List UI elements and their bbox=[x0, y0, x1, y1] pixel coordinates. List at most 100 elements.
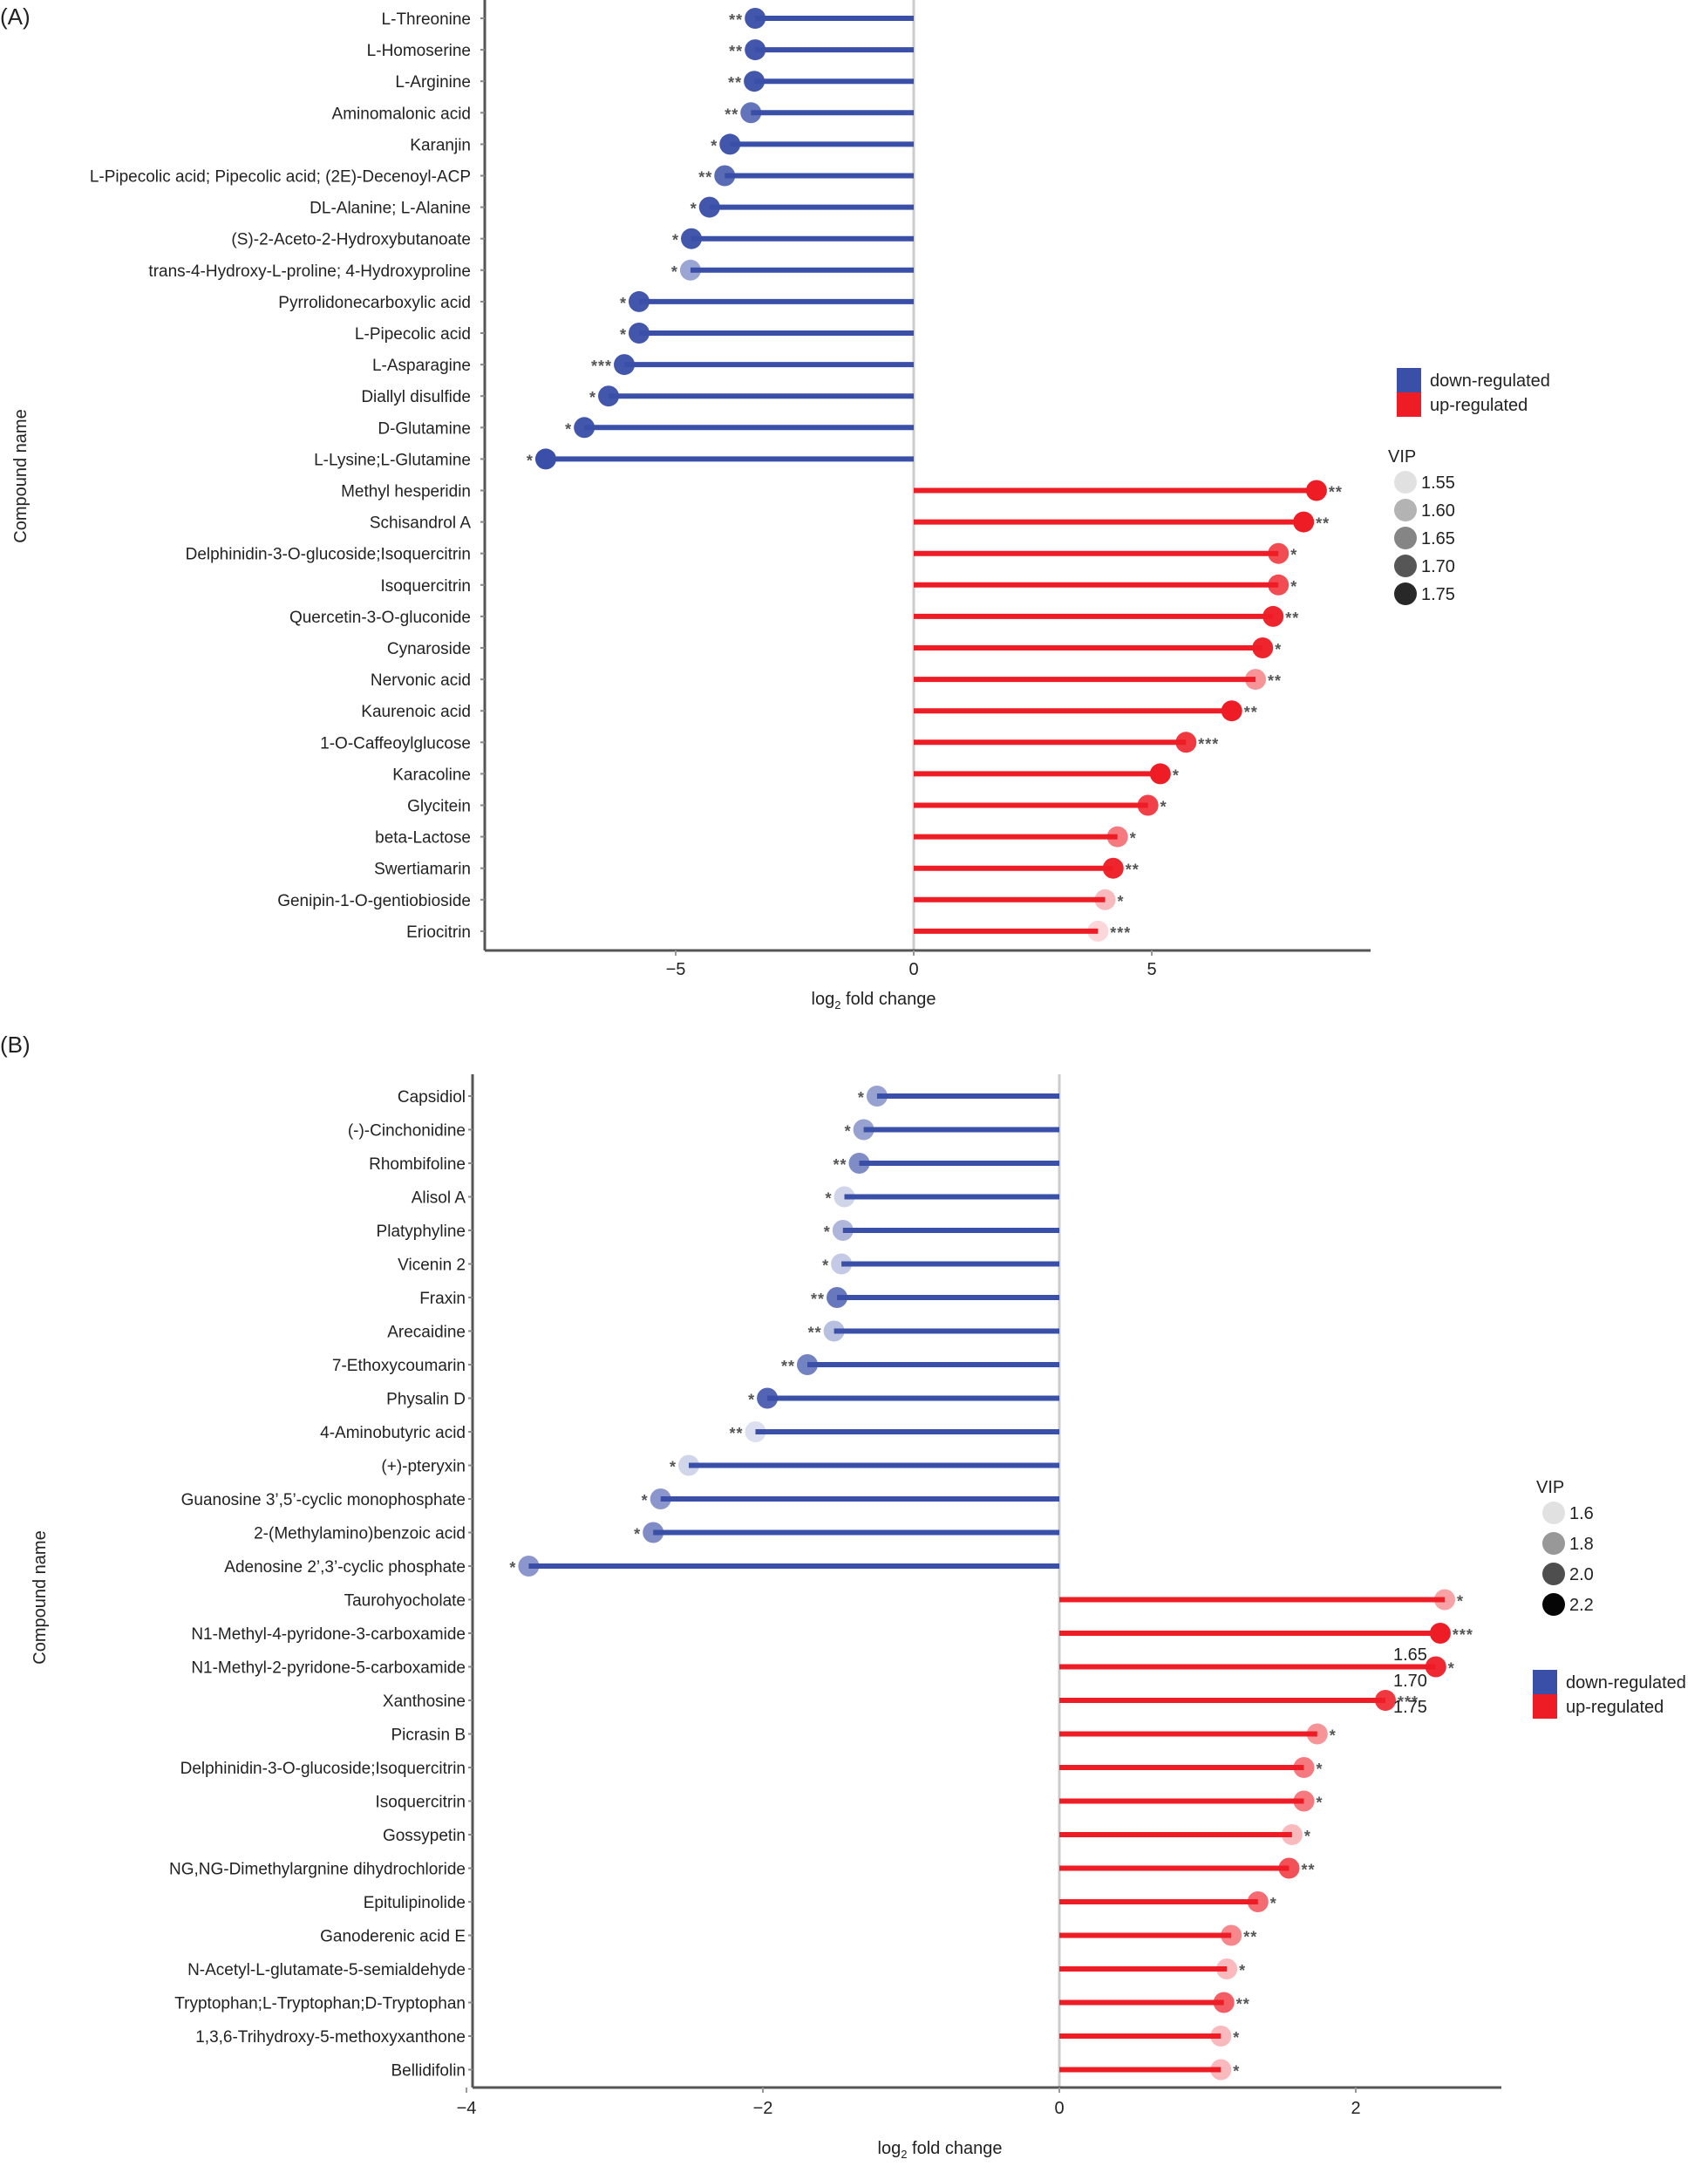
panel-b-regulation-legend: down-regulated up-regulated bbox=[1533, 1670, 1686, 1719]
significance-stars: * bbox=[565, 420, 572, 438]
panel-b-y-axis-title: Compound name bbox=[31, 1530, 50, 1664]
significance-stars: * bbox=[1130, 830, 1137, 848]
y-tick-label: Schisandrol A bbox=[370, 514, 472, 533]
y-tick-label: Isoquercitrin bbox=[376, 1794, 466, 1812]
y-tick-label: Adenosine 2’,3’-cyclic phosphate bbox=[224, 1558, 466, 1577]
y-tick-label: Gossypetin bbox=[383, 1827, 466, 1845]
vip-legend-label: 2.0 bbox=[1569, 1565, 1594, 1584]
panel-b: (B) Compound name down-regulated up-regul… bbox=[0, 1032, 1686, 2161]
lollipop-point bbox=[866, 1086, 888, 1107]
lollipop-point bbox=[534, 448, 556, 470]
lollipop-point bbox=[1268, 542, 1290, 564]
y-tick-label: N1-Methyl-2-pyridone-5-carboxamide bbox=[191, 1659, 466, 1678]
significance-stars: ** bbox=[729, 1425, 743, 1442]
lollipop-point bbox=[1434, 1589, 1455, 1611]
y-tick-label: Delphinidin-3-O-glucoside;Isoquercitrin bbox=[186, 546, 471, 564]
significance-stars: * bbox=[1317, 1795, 1324, 1812]
lollipop-point bbox=[740, 102, 762, 124]
vip-legend-title: VIP bbox=[1388, 447, 1416, 467]
y-tick-label: (-)-Cinchonidine bbox=[348, 1122, 466, 1141]
vip-legend-dot bbox=[1542, 1532, 1565, 1555]
lollipop-point bbox=[1213, 1992, 1235, 2013]
lollipop-point bbox=[698, 196, 720, 218]
legend-label-up: up-regulated bbox=[1566, 1698, 1664, 1717]
vip-legend-label: 1.65 bbox=[1421, 529, 1455, 548]
significance-stars: *** bbox=[1110, 924, 1131, 942]
y-tick-label: N-Acetyl-L-glutamate-5-semialdehyde bbox=[187, 1961, 466, 1979]
y-tick-label: L-Arginine bbox=[395, 73, 471, 92]
y-tick-label: L-Asparagine bbox=[372, 357, 471, 375]
panel-a-plot: −5 0 5L-Threonine **L-Homoserine **L-Arginin… bbox=[90, 0, 1371, 979]
significance-stars: * bbox=[824, 1223, 831, 1241]
y-tick-label: Kaurenoic acid bbox=[361, 703, 471, 721]
panel-a-x-axis-title: log2 fold change bbox=[812, 990, 936, 1011]
y-tick-label: L-Homoserine bbox=[367, 42, 471, 60]
y-tick-label: Karanjin bbox=[410, 136, 471, 154]
stray-vip-label: 1.70 bbox=[1393, 1672, 1427, 1691]
x-tick-label: 0 bbox=[1054, 2099, 1064, 2118]
y-tick-label: Methyl hesperidin bbox=[341, 483, 471, 501]
y-tick-label: Ganoderenic acid E bbox=[320, 1928, 466, 1946]
lollipop-point bbox=[1221, 1924, 1242, 1946]
y-tick-label: 1-O-Caffeoylglucose bbox=[320, 734, 471, 753]
significance-stars: ** bbox=[729, 43, 743, 60]
significance-stars: ** bbox=[833, 1156, 847, 1174]
y-tick-label: (S)-2-Aceto-2-Hydroxybutanoate bbox=[231, 231, 471, 249]
significance-stars: * bbox=[1448, 1660, 1455, 1678]
significance-stars: * bbox=[858, 1089, 865, 1107]
lollipop-point bbox=[1245, 669, 1267, 691]
significance-stars: * bbox=[1117, 893, 1124, 910]
panel-a: (A) Compound name down-regulated up-regul… bbox=[0, 0, 1550, 1011]
y-tick-label: Vicenin 2 bbox=[398, 1257, 466, 1275]
y-tick-label: Fraxin bbox=[419, 1290, 466, 1308]
significance-stars: * bbox=[1457, 1593, 1464, 1611]
lollipop-point bbox=[1252, 637, 1274, 658]
lollipop-point bbox=[628, 323, 650, 344]
lollipop-point bbox=[853, 1119, 874, 1141]
lollipop-point bbox=[832, 1220, 854, 1241]
lollipop-point bbox=[1268, 574, 1290, 596]
y-tick-label: Eriocitrin bbox=[406, 923, 471, 942]
significance-stars: * bbox=[620, 295, 627, 312]
significance-stars: ** bbox=[1285, 610, 1299, 627]
y-tick-label: Alisol A bbox=[412, 1189, 466, 1208]
lollipop-point bbox=[1106, 826, 1128, 848]
significance-stars: * bbox=[671, 263, 678, 281]
lollipop-point bbox=[1149, 763, 1171, 785]
significance-stars: * bbox=[1290, 547, 1297, 564]
significance-stars: ** bbox=[698, 169, 712, 187]
legend-swatch-up bbox=[1533, 1694, 1557, 1719]
lollipop-point bbox=[1087, 920, 1109, 942]
significance-stars: * bbox=[527, 452, 534, 469]
significance-stars: ** bbox=[1126, 862, 1140, 879]
significance-stars: ** bbox=[808, 1325, 822, 1342]
y-tick-label: Platyphyline bbox=[377, 1223, 466, 1241]
vip-legend-dot bbox=[1542, 1502, 1565, 1524]
lollipop-point bbox=[719, 133, 741, 155]
significance-stars: * bbox=[1330, 1727, 1337, 1745]
y-tick-label: NG,NG-Dimethylargnine dihydrochloride bbox=[169, 1861, 466, 1879]
significance-stars: *** bbox=[1453, 1626, 1473, 1644]
significance-stars: * bbox=[1275, 641, 1282, 658]
lollipop-point bbox=[757, 1387, 779, 1409]
lollipop-point bbox=[1281, 1824, 1303, 1845]
y-tick-label: 2-(Methylamino)benzoic acid bbox=[254, 1525, 466, 1543]
significance-stars: * bbox=[1233, 2029, 1240, 2047]
legend-swatch-up bbox=[1397, 392, 1421, 417]
significance-stars: ** bbox=[1268, 672, 1282, 690]
significance-stars: * bbox=[1290, 578, 1297, 596]
y-tick-label: beta-Lactose bbox=[375, 829, 471, 848]
vip-legend-label: 1.55 bbox=[1421, 473, 1455, 493]
lollipop-point bbox=[797, 1354, 818, 1375]
vip-legend-label: 1.60 bbox=[1421, 501, 1455, 521]
significance-stars: * bbox=[670, 1459, 677, 1476]
significance-stars: * bbox=[634, 1526, 641, 1543]
vip-legend-label: 1.70 bbox=[1421, 557, 1455, 576]
y-tick-label: Capsidiol bbox=[398, 1088, 466, 1107]
lollipop-point bbox=[714, 165, 736, 187]
y-tick-label: L-Pipecolic acid; Pipecolic acid; (2E)-D… bbox=[90, 168, 471, 187]
lollipop-point bbox=[1094, 889, 1116, 910]
y-tick-label: Arecaidine bbox=[387, 1324, 466, 1342]
significance-stars: *** bbox=[591, 358, 612, 375]
vip-legend-dot bbox=[1394, 471, 1417, 494]
